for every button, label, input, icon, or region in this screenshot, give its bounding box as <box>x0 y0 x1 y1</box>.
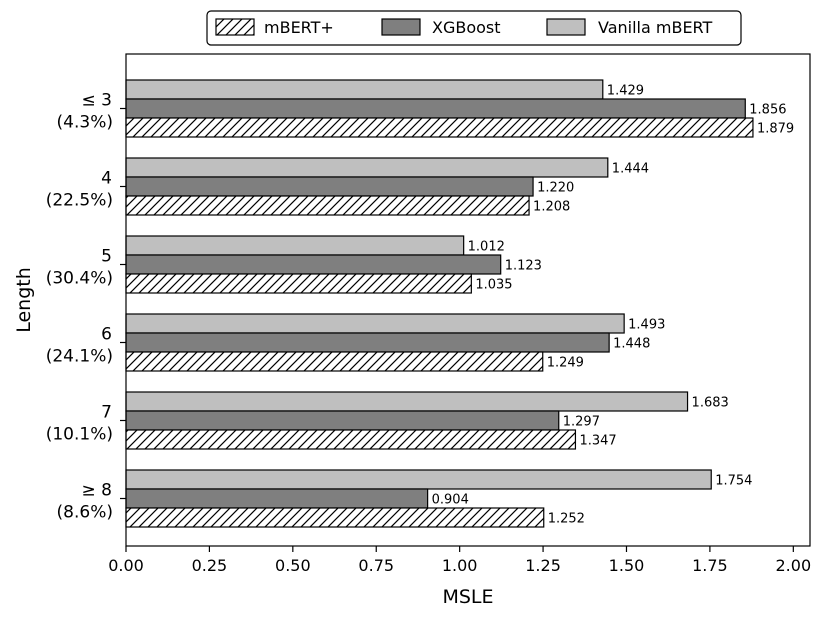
legend-label-xgboost: XGBoost <box>432 18 501 37</box>
y-tick-share-5: (8.6%) <box>57 503 113 523</box>
data-label-xgboost-cat-3: 1.448 <box>613 337 650 352</box>
bar-vanilla-mbert-cat-0 <box>125 79 604 100</box>
x-tick-label-7: 1.75 <box>692 556 728 575</box>
bar-xgboost-cat-1 <box>125 176 534 197</box>
bar-mbert-cat-0 <box>125 117 754 138</box>
data-label-mbert-cat-4: 1.347 <box>579 434 616 449</box>
bar-vanilla-mbert-cat-4 <box>125 391 689 412</box>
y-tick-share-3: (24.1%) <box>46 347 113 367</box>
bar-mbert-cat-3 <box>125 351 544 372</box>
bar-mbert-cat-4 <box>125 429 577 450</box>
y-tick-share-2: (30.4%) <box>46 269 113 289</box>
bar-mbert-cat-2 <box>125 273 472 294</box>
data-label-vanilla-mbert-cat-3: 1.493 <box>628 318 665 333</box>
data-label-xgboost-cat-4: 1.297 <box>563 415 600 430</box>
bar-vanilla-mbert-cat-3 <box>125 313 625 334</box>
x-tick-label-4: 1.00 <box>442 556 478 575</box>
data-label-mbert-cat-3: 1.249 <box>547 356 584 371</box>
data-label-mbert-cat-5: 1.252 <box>548 512 585 527</box>
y-tick-label-0: ≤ 3 <box>82 91 112 111</box>
legend-swatch-xgboost <box>381 18 421 36</box>
data-label-vanilla-mbert-cat-1: 1.444 <box>612 162 649 177</box>
bar-xgboost-cat-2 <box>125 254 502 275</box>
x-tick-label-3: 0.75 <box>358 556 394 575</box>
bar-mbert-cat-1 <box>125 195 530 216</box>
y-tick-label-1: 4 <box>101 169 112 189</box>
data-labels-group: 1.429 1.856 1.879 1.444 1.220 1.208 1.0121.123… <box>432 84 795 527</box>
data-label-xgboost-cat-1: 1.220 <box>537 181 574 196</box>
x-tick-label-0: 0.00 <box>108 556 144 575</box>
bar-vanilla-mbert-cat-2 <box>125 235 465 256</box>
y-tick-label-5: ≥ 8 <box>82 481 112 501</box>
y-tick-label-4: 7 <box>101 403 112 423</box>
y-tick-share-0: (4.3%) <box>57 113 113 133</box>
x-axis-title: MSLE <box>442 586 493 608</box>
y-axis-title: Length <box>13 267 35 333</box>
data-label-vanilla-mbert-cat-4: 1.683 <box>692 396 729 411</box>
x-tick-label-6: 1.50 <box>609 556 645 575</box>
data-label-vanilla-mbert-cat-2: 1.012 <box>468 240 505 255</box>
bar-xgboost-cat-3 <box>125 332 610 353</box>
data-label-vanilla-mbert-cat-5: 1.754 <box>715 474 752 489</box>
y-tick-share-1: (22.5%) <box>46 191 113 211</box>
data-label-xgboost-cat-2: 1.123 <box>505 259 542 274</box>
y-tick-label-3: 6 <box>101 325 112 345</box>
data-label-mbert-cat-2: 1.035 <box>475 278 512 293</box>
legend: mBERT+ XGBoost Vanilla mBERT <box>206 10 742 46</box>
x-tick-label-8: 2.00 <box>776 556 812 575</box>
legend-swatch-mbert-plus <box>215 18 255 36</box>
data-label-mbert-cat-0: 1.879 <box>757 122 794 137</box>
data-label-mbert-cat-1: 1.208 <box>533 200 570 215</box>
bar-vanilla-mbert-cat-1 <box>125 157 609 178</box>
x-axis-ticks: 0.00 0.25 0.50 0.75 1.00 1.25 1.50 1.75 2.00 <box>108 546 811 575</box>
x-tick-label-5: 1.25 <box>525 556 561 575</box>
x-tick-label-1: 0.25 <box>192 556 228 575</box>
legend-swatch-vanilla-mbert <box>546 18 586 36</box>
x-tick-label-2: 0.50 <box>275 556 311 575</box>
y-tick-label-2: 5 <box>101 247 112 267</box>
bar-xgboost-cat-4 <box>125 410 560 431</box>
legend-label-vanilla-mbert: Vanilla mBERT <box>598 18 713 37</box>
legend-box <box>206 10 742 46</box>
bar-vanilla-mbert-cat-5 <box>125 469 712 490</box>
data-label-xgboost-cat-0: 1.856 <box>749 103 786 118</box>
plot-frame <box>125 53 811 547</box>
bar-xgboost-cat-5 <box>125 488 429 509</box>
legend-label-mbert-plus: mBERT+ <box>264 18 334 37</box>
data-label-vanilla-mbert-cat-0: 1.429 <box>607 84 644 99</box>
y-axis-ticks: ≤ 3(4.3%) 4(22.5%) 5(30.4%) 6(24.1%) 7(10.1%… <box>46 91 126 523</box>
y-tick-share-4: (10.1%) <box>46 425 113 445</box>
bar-xgboost-cat-0 <box>125 98 746 119</box>
data-label-xgboost-cat-5: 0.904 <box>432 493 469 508</box>
bar-mbert-cat-5 <box>125 507 545 528</box>
